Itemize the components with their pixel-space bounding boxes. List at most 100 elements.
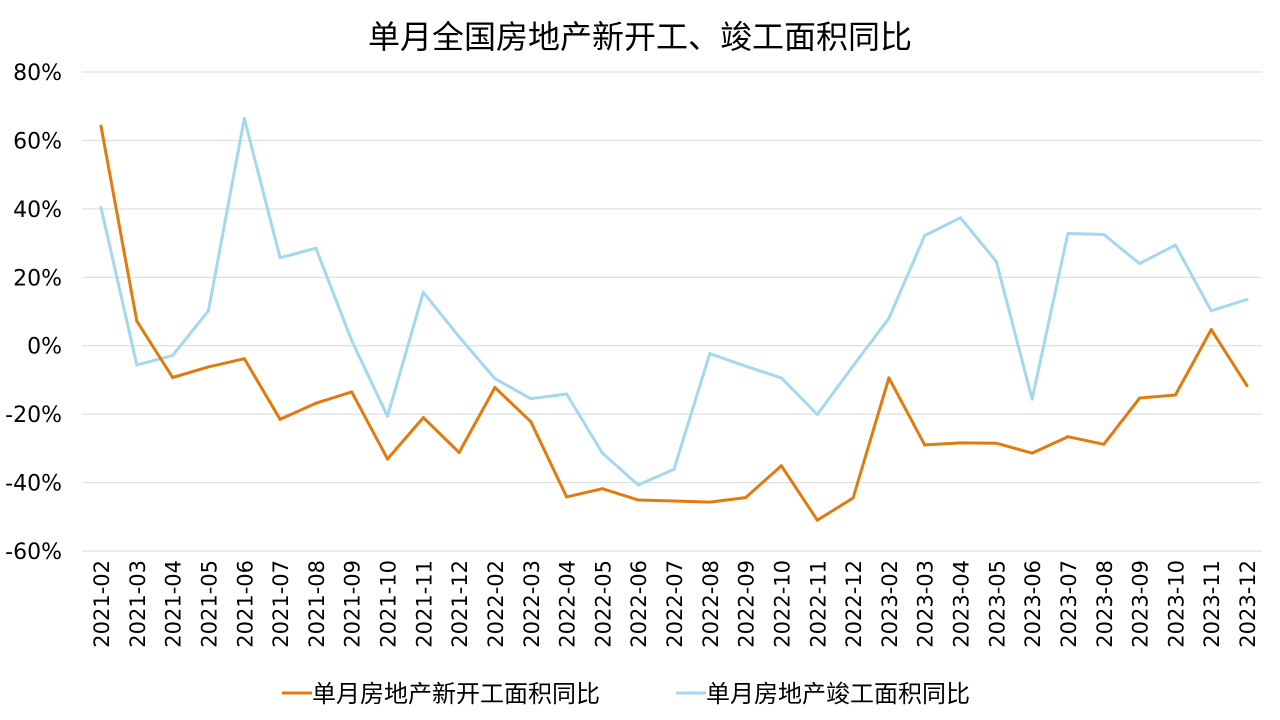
x-tick-label: 2023-12 [1236, 560, 1260, 648]
data-point [672, 499, 676, 503]
data-point [1138, 396, 1142, 400]
data-point [457, 335, 461, 339]
x-tick-label: 2021-11 [412, 560, 436, 648]
y-axis-ticks: -60% -40% -20% 0% 20% 40% 60% 80% [5, 61, 62, 565]
data-point [887, 316, 891, 320]
data-point [708, 500, 712, 504]
data-point [887, 376, 891, 380]
data-point [350, 339, 354, 343]
data-point [386, 414, 389, 418]
x-tick-label: 2023-07 [1057, 560, 1081, 648]
data-point [959, 216, 962, 220]
series-line [99, 125, 1249, 522]
data-point [1245, 298, 1249, 302]
x-tick-label: 2021-07 [269, 560, 293, 648]
series-lines [99, 117, 1249, 522]
data-point [1102, 233, 1106, 237]
data-point [815, 518, 819, 522]
data-point [1102, 442, 1106, 446]
x-tick-label: 2022-03 [520, 560, 544, 648]
data-point [565, 392, 569, 396]
x-tick-label: 2022-10 [770, 560, 794, 648]
x-tick-label: 2022-02 [484, 560, 508, 648]
x-tick-label: 2022-08 [699, 560, 723, 648]
data-point [959, 441, 962, 445]
legend-item-2: 单月房地产竣工面积同比 [676, 680, 970, 708]
x-tick-label: 2022-06 [627, 560, 651, 648]
data-point [457, 450, 461, 454]
data-point [242, 117, 246, 121]
data-point [744, 364, 748, 368]
data-point [708, 352, 712, 356]
x-tick-label: 2022-04 [556, 560, 580, 648]
data-point [386, 457, 389, 461]
data-point [529, 397, 533, 401]
data-point [600, 487, 604, 491]
x-tick-label: 2023-04 [950, 560, 974, 648]
chart-title: 单月全国房地产新开工、竣工面积同比 [368, 18, 912, 56]
legend-label: 单月房地产新开工面积同比 [312, 680, 600, 708]
data-point [171, 376, 175, 380]
data-point [1209, 328, 1213, 332]
data-point [994, 441, 998, 445]
data-point [278, 417, 282, 421]
x-tick-label: 2022-05 [591, 560, 615, 648]
data-point [493, 377, 497, 381]
x-tick-label: 2022-12 [842, 560, 866, 648]
legend: 单月房地产新开工面积同比 单月房地产竣工面积同比 [282, 680, 970, 708]
data-point [135, 319, 139, 323]
x-tick-label: 2021-09 [341, 560, 365, 648]
x-tick-label: 2023-06 [1021, 560, 1045, 648]
data-point [672, 467, 676, 471]
x-tick-label: 2021-08 [305, 560, 329, 648]
data-point [779, 376, 783, 380]
y-tick-label: 60% [13, 129, 62, 154]
data-point [923, 443, 927, 447]
data-point [779, 464, 783, 468]
x-tick-label: 2022-11 [806, 560, 830, 648]
data-point [421, 416, 425, 420]
x-tick-label: 2021-12 [448, 560, 472, 648]
x-tick-label: 2022-07 [663, 560, 687, 648]
series-2 [99, 117, 1249, 487]
data-point [851, 496, 855, 500]
data-point [206, 365, 210, 369]
data-point [923, 234, 927, 238]
data-point [242, 357, 246, 361]
series-line [99, 117, 1248, 487]
data-point [314, 246, 318, 250]
data-point [636, 498, 640, 502]
data-point [600, 451, 604, 455]
x-tick-label: 2021-03 [126, 560, 150, 648]
data-point [1245, 384, 1249, 388]
data-point [1066, 231, 1070, 235]
data-point [1030, 451, 1034, 455]
x-tick-label: 2023-08 [1093, 560, 1117, 648]
data-point [851, 364, 855, 368]
x-tick-label: 2023-10 [1164, 560, 1188, 648]
data-point [206, 309, 210, 313]
y-tick-label: -60% [5, 540, 62, 565]
x-tick-label: 2023-09 [1129, 560, 1153, 648]
y-tick-label: 20% [13, 266, 62, 291]
data-point [1173, 243, 1177, 247]
data-point [99, 205, 103, 209]
x-tick-label: 2022-09 [735, 560, 759, 648]
y-tick-label: 0% [27, 335, 62, 360]
data-point [565, 495, 569, 499]
data-point [350, 390, 354, 394]
x-tick-label: 2021-05 [197, 560, 221, 648]
data-point [994, 260, 998, 264]
y-tick-label: 80% [13, 61, 62, 86]
data-point [815, 412, 819, 416]
data-point [636, 483, 640, 487]
data-point [493, 385, 497, 389]
x-tick-label: 2021-10 [377, 560, 401, 648]
data-point [314, 401, 318, 405]
data-point [1030, 397, 1034, 401]
legend-label: 单月房地产竣工面积同比 [706, 680, 970, 708]
legend-item-1: 单月房地产新开工面积同比 [282, 680, 600, 708]
data-point [1173, 393, 1177, 397]
x-tick-label: 2023-02 [878, 560, 902, 648]
